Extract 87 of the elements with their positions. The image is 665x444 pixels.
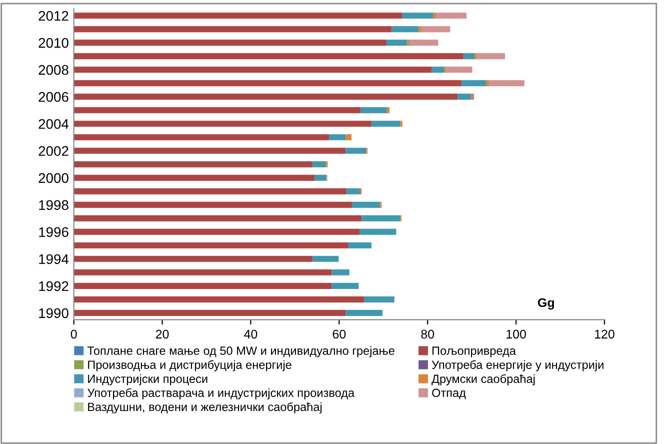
x-tick-label: 120 (595, 330, 614, 339)
bar (364, 296, 394, 302)
bar (74, 242, 348, 248)
bar (402, 12, 434, 19)
bar (348, 242, 372, 248)
bar (432, 66, 444, 73)
bar (74, 202, 352, 208)
bar (74, 40, 386, 46)
bar (462, 80, 486, 86)
bar (421, 26, 450, 32)
bar (74, 26, 392, 32)
y-tick-label: 1998 (39, 200, 68, 210)
bar (458, 94, 472, 100)
bar (486, 80, 490, 86)
bar (362, 215, 400, 222)
bar (74, 148, 346, 154)
bar (328, 134, 346, 140)
bar (74, 94, 458, 100)
bar (489, 80, 524, 86)
bar (74, 134, 329, 140)
bar (346, 188, 360, 194)
bar (74, 215, 362, 222)
y-tick-label: 2012 (38, 10, 68, 21)
bar (74, 296, 364, 302)
bar (433, 12, 436, 19)
bar (74, 12, 402, 19)
y-tick-label: 2004 (38, 119, 69, 129)
bar (74, 120, 372, 127)
y-tick-label: 2002 (38, 146, 68, 156)
bar (74, 53, 464, 60)
x-tick-label: 20 (156, 330, 169, 339)
y-tick-label: 1996 (39, 227, 68, 238)
bar (409, 40, 438, 46)
bar (74, 256, 313, 262)
x-tick-label: 80 (421, 330, 434, 339)
bar (346, 310, 382, 316)
y-tick-label: 1990 (39, 308, 68, 318)
bar (446, 66, 472, 73)
bar (74, 161, 313, 168)
bar (74, 228, 360, 235)
legend-label: Употреба енергије у индустрији (432, 360, 604, 372)
bar (312, 161, 326, 168)
bar (352, 202, 380, 208)
legend-label: Друмски саобраћај (432, 374, 535, 386)
bar (386, 107, 390, 114)
bar (346, 148, 366, 154)
x-tick-label: 40 (244, 330, 258, 339)
bar (471, 94, 474, 100)
bar (74, 80, 462, 86)
bar (74, 107, 361, 114)
y-tick-label: 2010 (38, 38, 68, 48)
y-tick-label: 1992 (39, 281, 68, 292)
bar (74, 269, 332, 276)
x-tick-label: 100 (506, 330, 526, 339)
bar (74, 188, 347, 194)
y-tick-label: 2006 (38, 92, 68, 102)
bar (332, 282, 359, 289)
y-tick-label: 1994 (39, 254, 69, 264)
legend-label: Отпад (432, 388, 466, 400)
bar (476, 53, 505, 60)
x-tick-label: 0 (70, 330, 77, 339)
bar (332, 269, 350, 276)
bar (386, 40, 408, 46)
legend-label: Производња и дистрибуција енергије (88, 360, 292, 372)
bar (392, 26, 419, 32)
legend-label: Ваздушни, водени и железнички саобраћај (88, 402, 322, 414)
x-axis-title: Gg (538, 298, 554, 310)
bar (346, 134, 352, 140)
bar (418, 26, 422, 32)
bar (74, 66, 432, 73)
legend-label: Индустријски процеси (88, 374, 208, 386)
bar (436, 12, 467, 19)
legend-label: Употреба растварача и индустријских производа (87, 388, 355, 400)
bar (463, 53, 474, 60)
y-tick-label: 2008 (38, 65, 68, 75)
bar (359, 228, 396, 235)
bar (360, 107, 387, 114)
bar (74, 310, 346, 316)
bar (314, 174, 326, 181)
bar (371, 120, 400, 127)
bar (312, 256, 339, 262)
legend-label: Топлане снаге мање од 50 MW и индивидуално грејање (87, 346, 394, 358)
x-tick-label: 60 (332, 330, 346, 339)
y-tick-label: 2000 (38, 173, 68, 183)
bar (74, 174, 315, 181)
bar (74, 282, 332, 289)
legend-label: Пољопривреда (432, 346, 516, 358)
